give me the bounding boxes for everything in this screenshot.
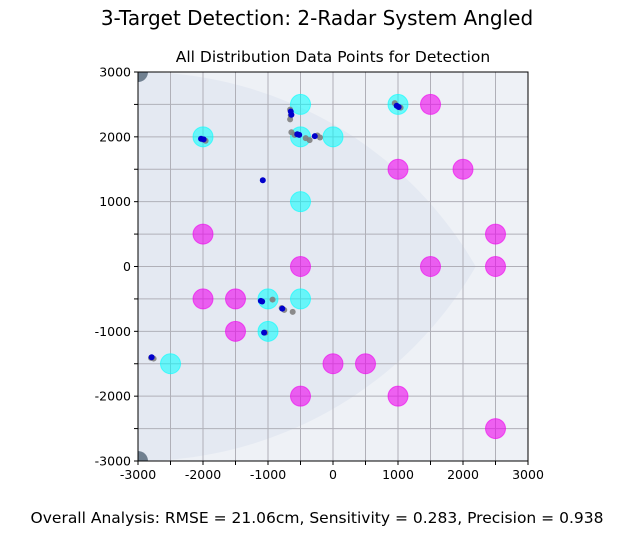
detection-point-1 (288, 111, 295, 118)
x-tick-label-4: -1000 (250, 467, 286, 482)
detection-point-9 (259, 177, 266, 184)
detection-point-5 (200, 136, 207, 143)
x-tick-label-2: -2000 (185, 467, 221, 482)
x-tick-label-12: 3000 (512, 467, 544, 482)
y-tick-label-0: -3000 (95, 454, 131, 469)
missed-target-3 (192, 223, 214, 245)
missed-target-12 (355, 353, 376, 375)
detected-target-9 (160, 353, 181, 375)
x-tick-label-0: -3000 (120, 467, 156, 482)
chart-title: All Distribution Data Points for Detecti… (175, 48, 491, 66)
missed-target-11 (322, 353, 344, 375)
y-tick-label-8: 1000 (99, 194, 131, 209)
radar-1 (138, 451, 148, 461)
x-tick-label-6: 0 (329, 467, 337, 482)
y-tick-label-10: 2000 (99, 129, 131, 144)
y-tick-label-6: 0 (123, 259, 131, 274)
y-tick-label-12: 3000 (99, 65, 131, 80)
detection-point-14 (148, 354, 155, 361)
y-tick-label-2: -2000 (95, 389, 131, 404)
missed-target-5 (290, 256, 311, 277)
missed-target-13 (290, 385, 311, 407)
distribution-point-12 (317, 134, 323, 141)
detection-point-11 (259, 298, 266, 305)
missed-target-2 (452, 158, 474, 180)
missed-target-7 (485, 256, 506, 277)
missed-target-1 (387, 158, 409, 180)
detected-target-4 (322, 126, 344, 148)
detection-point-3 (395, 104, 402, 111)
detected-target-0 (290, 93, 311, 115)
distribution-point-10 (306, 137, 313, 144)
detected-target-5 (290, 191, 311, 213)
axis-ticks: -3000 -2000 -1000 0 1000 2000 3000 -3000 -2000 -1… (95, 65, 544, 483)
x-tick-label-10: 2000 (447, 467, 479, 482)
missed-target-4 (485, 223, 506, 245)
detection-point-13 (261, 329, 268, 336)
distribution-point-16 (289, 308, 296, 315)
detection-point-12 (279, 305, 286, 312)
figure-title: 3-Target Detection: 2-Radar System Angle… (100, 6, 534, 30)
y-tick-label-4: -1000 (95, 324, 131, 339)
missed-target-14 (387, 385, 409, 407)
missed-target-9 (225, 288, 246, 310)
distribution-point-13 (269, 296, 276, 303)
missed-target-0 (420, 93, 441, 115)
missed-target-8 (192, 288, 214, 310)
distribution-point-2 (287, 116, 294, 123)
data-marks (138, 72, 506, 461)
x-tick-label-8: 1000 (382, 467, 414, 482)
detection-point-8 (311, 133, 318, 140)
detected-target-7 (290, 288, 311, 310)
missed-target-6 (420, 256, 441, 277)
footer-analysis: Overall Analysis: RMSE = 21.06cm, Sensit… (30, 509, 604, 527)
detection-point-7 (296, 131, 303, 138)
radar-0 (138, 72, 148, 82)
missed-target-15 (485, 418, 506, 440)
missed-target-10 (225, 320, 246, 342)
